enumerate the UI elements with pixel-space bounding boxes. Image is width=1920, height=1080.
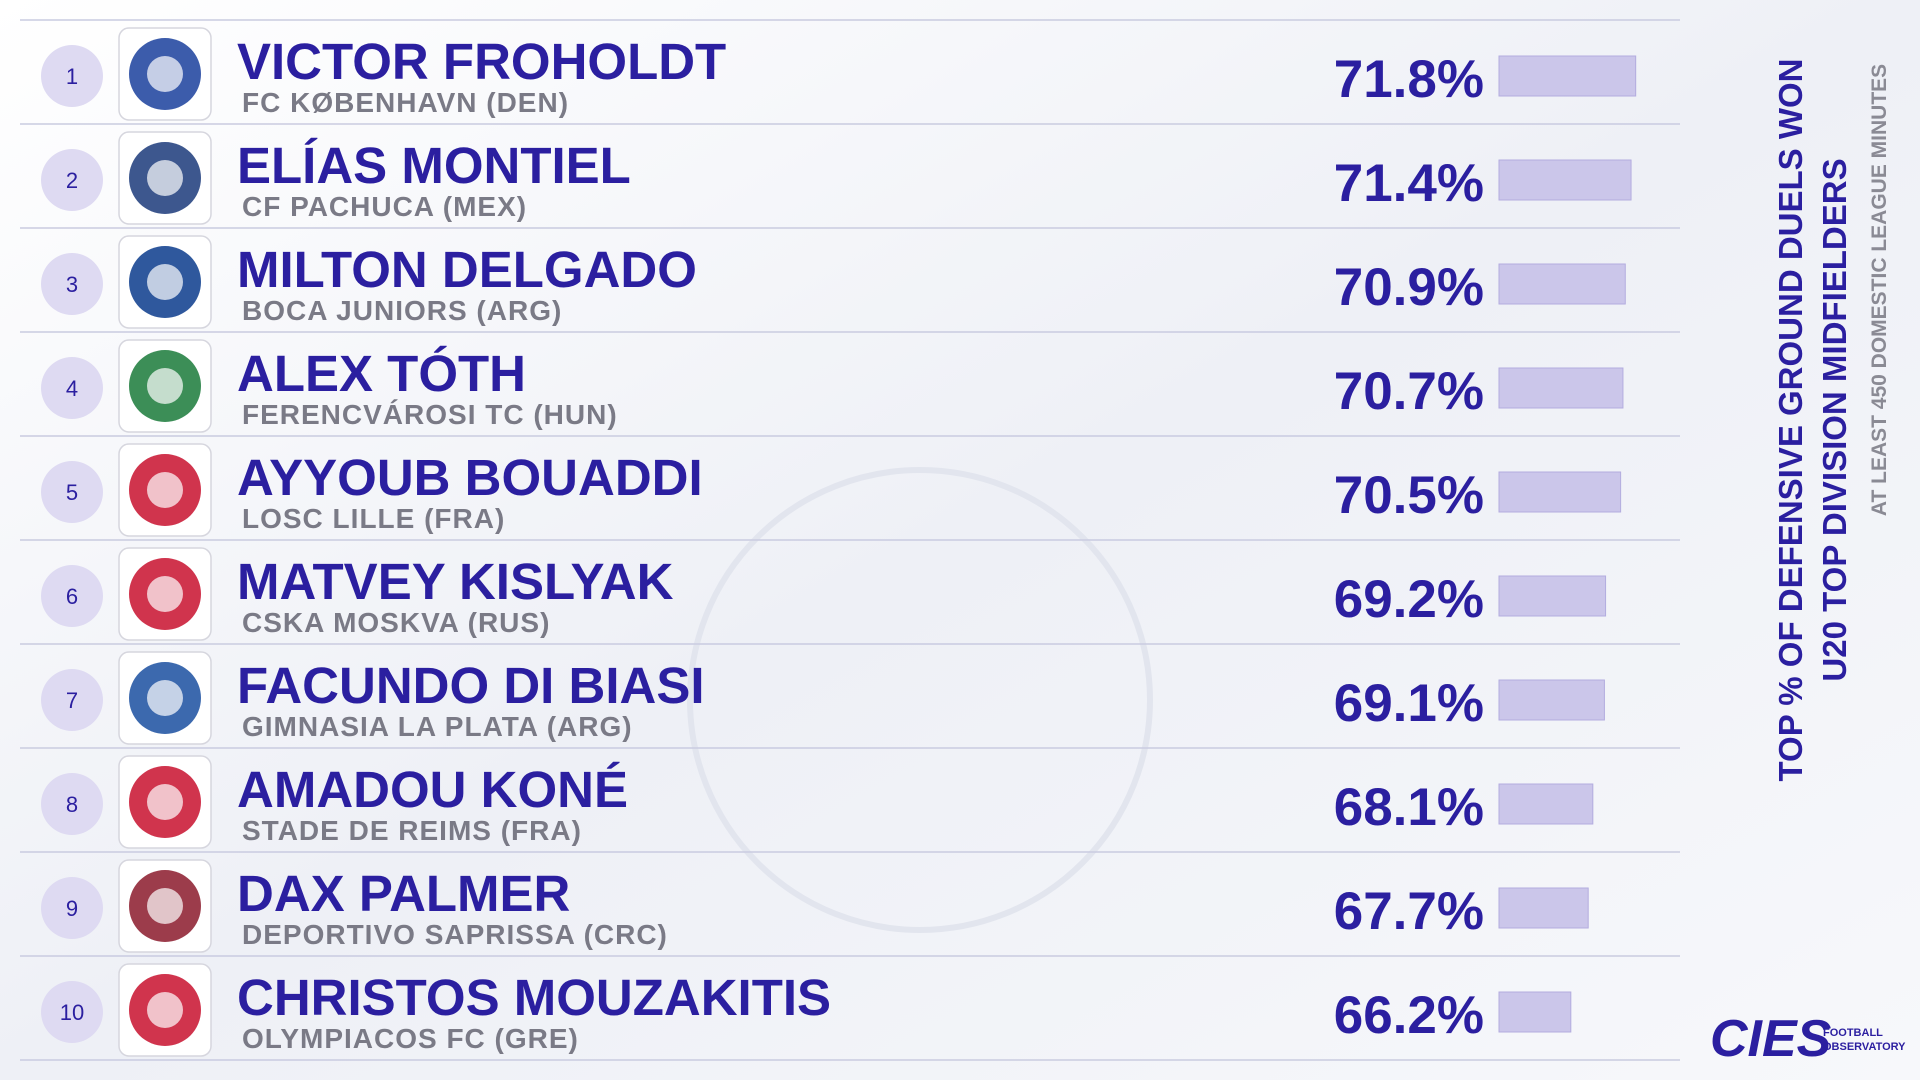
brand-sub: FOOTBALL [1823,1027,1883,1039]
chart-subtitle: U20 TOP DIVISION MIDFIELDERS [1816,158,1853,681]
bar [1498,679,1605,721]
club-name: BOCA JUNIORS (ARG) [242,295,562,326]
rank: 5 [66,480,78,505]
player-name: ELÍAS MONTIEL [237,137,631,194]
rank: 2 [66,168,78,193]
bar [1498,991,1572,1033]
rank-circle [41,149,103,211]
player-name: MILTON DELGADO [237,241,697,298]
club-name: CF PACHUCA (MEX) [242,191,527,222]
rank-circle [41,981,103,1043]
brand-sub: OBSERVATORY [1823,1041,1906,1053]
player-name: CHRISTOS MOUZAKITIS [237,969,831,1026]
club-logo-inner [147,264,183,300]
ball-decoration [687,467,1153,933]
club-logo-inner [147,160,183,196]
bar [1498,55,1637,97]
value-label: 71.4% [1334,154,1484,213]
chart-title: TOP % OF DEFENSIVE GROUND DUELS WON [1772,58,1809,781]
player-name: AMADOU KONÉ [237,761,628,818]
rank-circle [41,877,103,939]
club-name: OLYMPIACOS FC (GRE) [242,1023,579,1054]
bar [1498,159,1632,201]
bar [1498,783,1594,825]
club-logo-inner [147,472,183,508]
rank-circle [41,357,103,419]
rank-circle [41,565,103,627]
player-name: FACUNDO DI BIASI [237,657,705,714]
value-label: 70.5% [1334,466,1484,525]
rank-circle [41,253,103,315]
club-logo-inner [147,992,183,1028]
rank: 8 [66,792,78,817]
value-label: 69.2% [1334,570,1484,629]
club-name: GIMNASIA LA PLATA (ARG) [242,711,633,742]
player-name: MATVEY KISLYAK [237,553,674,610]
value-label: 67.7% [1334,882,1484,941]
club-name: CSKA MOSKVA (RUS) [242,607,550,638]
bar [1498,263,1626,305]
value-label: 69.1% [1334,674,1484,733]
rank: 3 [66,272,78,297]
value-label: 66.2% [1334,986,1484,1045]
rank-circle [41,669,103,731]
value-label: 70.9% [1334,258,1484,317]
club-name: FERENCVÁROSI TC (HUN) [242,399,618,430]
rank: 7 [66,688,78,713]
player-name: DAX PALMER [237,865,570,922]
bar [1498,575,1607,617]
club-name: DEPORTIVO SAPRISSA (CRC) [242,919,668,950]
club-logo-inner [147,784,183,820]
club-name: LOSC LILLE (FRA) [242,503,505,534]
player-name: AYYOUB BOUADDI [237,449,703,506]
club-logo-inner [147,888,183,924]
bar [1498,367,1624,409]
rank: 9 [66,896,78,921]
rank-circle [41,45,103,107]
club-logo-inner [147,56,183,92]
club-name: FC KØBENHAVN (DEN) [242,87,569,118]
brand-logo: CIES [1710,1010,1832,1068]
rank: 10 [60,1000,84,1025]
value-label: 68.1% [1334,778,1484,837]
club-logo-inner [147,576,183,612]
value-label: 70.7% [1334,362,1484,421]
bar [1498,887,1589,929]
rank: 4 [66,376,78,401]
chart-note: AT LEAST 450 DOMESTIC LEAGUE MINUTES [1868,64,1891,516]
player-name: ALEX TÓTH [237,345,526,402]
club-logo-inner [147,368,183,404]
bar [1498,471,1622,513]
value-label: 71.8% [1334,50,1484,109]
club-name: STADE DE REIMS (FRA) [242,815,582,846]
player-name: VICTOR FROHOLDT [237,33,726,90]
club-logo-inner [147,680,183,716]
rank-circle [41,461,103,523]
rank: 6 [66,584,78,609]
rank: 1 [66,64,78,89]
rank-circle [41,773,103,835]
